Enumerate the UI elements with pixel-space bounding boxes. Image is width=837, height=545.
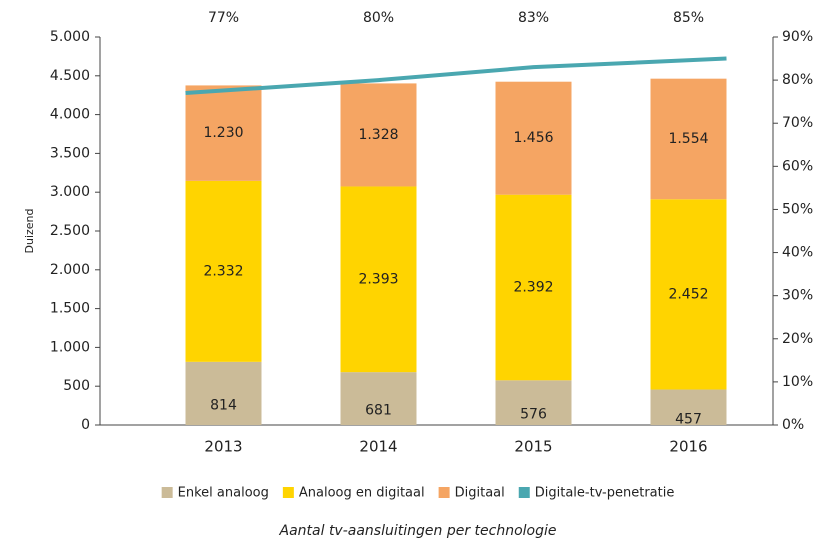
bar-segment xyxy=(340,186,417,373)
y-tick-label: 1.500 xyxy=(50,301,90,317)
x-tick-label: 2015 xyxy=(514,438,552,456)
data-label: 2.452 xyxy=(668,286,708,302)
legend-label: Analoog en digitaal xyxy=(299,486,425,501)
y-tick-label: 500 xyxy=(63,378,90,394)
data-label: 2.392 xyxy=(513,279,553,295)
y2-tick-label: 0% xyxy=(782,417,804,433)
y-tick-label: 5.000 xyxy=(50,29,90,45)
data-label: 85% xyxy=(673,10,704,26)
y-tick-label: 0 xyxy=(81,417,90,433)
bar-segment xyxy=(650,78,727,200)
y2-tick-label: 90% xyxy=(782,29,813,45)
data-label: 1.328 xyxy=(358,127,398,143)
bar-segment xyxy=(185,361,262,425)
data-label: 83% xyxy=(518,10,549,26)
x-tick-label: 2014 xyxy=(359,438,397,456)
data-label: 77% xyxy=(208,10,239,26)
y-tick-label: 4.000 xyxy=(50,107,90,123)
y-tick-label: 3.000 xyxy=(50,184,90,200)
bar-segment xyxy=(495,81,572,195)
data-label: 457 xyxy=(675,411,702,427)
data-label: 80% xyxy=(363,10,394,26)
y2-tick-label: 60% xyxy=(782,158,813,174)
legend-label: Digitale-tv-penetratie xyxy=(535,486,675,501)
y-tick-label: 2.500 xyxy=(50,223,90,239)
y-tick-label: 1.000 xyxy=(50,339,90,355)
bar-segment xyxy=(185,180,262,362)
data-label: 1.456 xyxy=(513,130,553,146)
caption: Aantal tv-aansluitingen per technologie xyxy=(279,523,557,539)
y2-tick-label: 40% xyxy=(782,245,813,261)
x-tick-label: 2016 xyxy=(669,438,707,456)
bar-segment xyxy=(650,199,727,390)
bar-segment xyxy=(650,389,727,425)
y2-tick-label: 80% xyxy=(782,72,813,88)
bar-segment xyxy=(495,194,572,381)
legend-swatch xyxy=(518,487,530,498)
y2-tick-label: 50% xyxy=(782,201,813,217)
data-label: 2.332 xyxy=(203,263,243,279)
data-label: 1.230 xyxy=(203,125,243,141)
data-label: 814 xyxy=(210,397,237,413)
data-label: 2.393 xyxy=(358,271,398,287)
bar-segment xyxy=(340,83,417,187)
bar-segment xyxy=(340,372,417,425)
y2-tick-label: 30% xyxy=(782,288,813,304)
bar-segment xyxy=(185,85,262,181)
legend-label: Digitaal xyxy=(455,486,505,501)
legend-swatch xyxy=(438,487,450,498)
line xyxy=(185,56,727,96)
y-tick-label: 3.500 xyxy=(50,145,90,161)
legend-label: Enkel analoog xyxy=(178,486,269,501)
bar-segment xyxy=(495,380,572,425)
data-label: 1.554 xyxy=(668,131,708,147)
legend-swatch xyxy=(161,487,173,498)
y-tick-label: 4.500 xyxy=(50,68,90,84)
y2-tick-label: 20% xyxy=(782,331,813,347)
x-tick-label: 2013 xyxy=(204,438,242,456)
y2-tick-label: 70% xyxy=(782,115,813,131)
data-label: 681 xyxy=(365,403,392,419)
y-tick-label: 2.000 xyxy=(50,262,90,278)
legend-swatch xyxy=(282,487,294,498)
y2-tick-label: 10% xyxy=(782,374,813,390)
data-label: 576 xyxy=(520,407,547,423)
y-axis-label: Duizend xyxy=(23,209,36,254)
